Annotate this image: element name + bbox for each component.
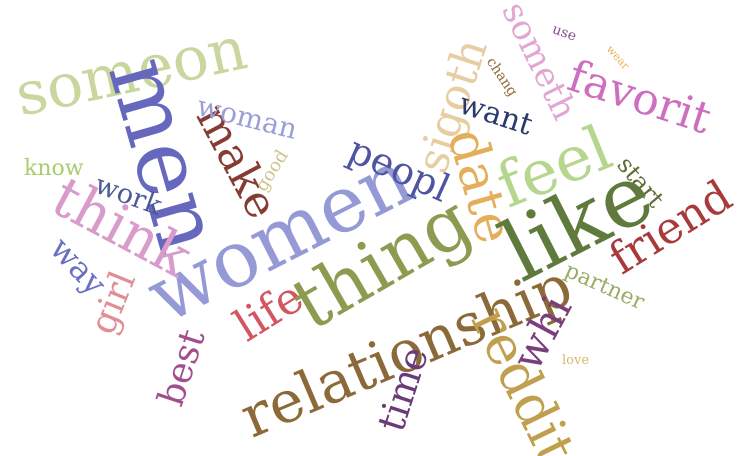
word-use: use — [550, 21, 579, 45]
word-best: best — [150, 324, 214, 411]
word-love: love — [562, 353, 590, 368]
word-know: know — [24, 156, 84, 181]
word-chang: chang — [482, 54, 521, 100]
